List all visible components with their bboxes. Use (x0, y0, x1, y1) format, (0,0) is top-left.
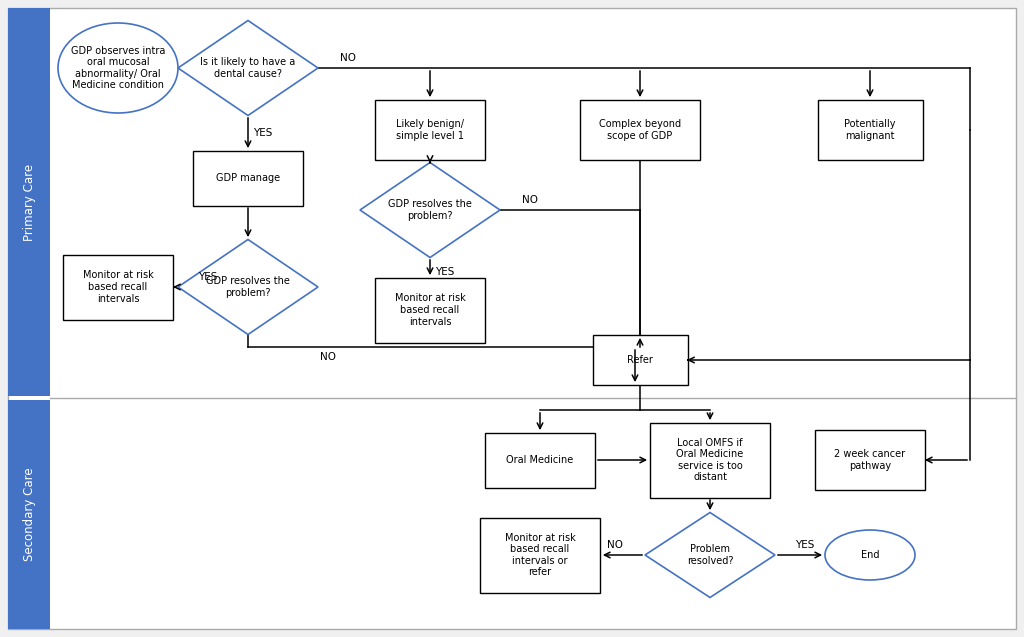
FancyBboxPatch shape (480, 517, 600, 592)
Polygon shape (178, 240, 318, 334)
Text: Monitor at risk
based recall
intervals or
refer: Monitor at risk based recall intervals o… (505, 533, 575, 577)
FancyBboxPatch shape (580, 100, 700, 160)
FancyBboxPatch shape (63, 255, 173, 320)
FancyBboxPatch shape (650, 422, 770, 497)
Text: Monitor at risk
based recall
intervals: Monitor at risk based recall intervals (394, 294, 465, 327)
Ellipse shape (58, 23, 178, 113)
Ellipse shape (825, 530, 915, 580)
FancyBboxPatch shape (8, 8, 50, 396)
FancyBboxPatch shape (8, 400, 50, 629)
Text: Likely benign/
simple level 1: Likely benign/ simple level 1 (396, 119, 464, 141)
FancyBboxPatch shape (375, 100, 485, 160)
Text: NO: NO (340, 53, 356, 63)
Text: Complex beyond
scope of GDP: Complex beyond scope of GDP (599, 119, 681, 141)
Text: 2 week cancer
pathway: 2 week cancer pathway (835, 449, 905, 471)
Text: Primary Care: Primary Care (23, 164, 36, 241)
Text: Potentially
malignant: Potentially malignant (844, 119, 896, 141)
FancyBboxPatch shape (817, 100, 923, 160)
Text: Monitor at risk
based recall
intervals: Monitor at risk based recall intervals (83, 270, 154, 304)
Polygon shape (645, 513, 775, 598)
Text: Problem
resolved?: Problem resolved? (687, 544, 733, 566)
FancyBboxPatch shape (593, 335, 687, 385)
Polygon shape (178, 20, 318, 115)
Text: NO: NO (607, 540, 623, 550)
Text: NO: NO (319, 352, 336, 362)
FancyBboxPatch shape (8, 8, 1016, 629)
Text: YES: YES (253, 128, 272, 138)
Text: YES: YES (199, 272, 218, 282)
Text: YES: YES (796, 540, 815, 550)
Text: YES: YES (435, 267, 455, 277)
FancyBboxPatch shape (485, 433, 595, 487)
Text: Local OMFS if
Oral Medicine
service is too
distant: Local OMFS if Oral Medicine service is t… (677, 438, 743, 482)
Text: End: End (861, 550, 880, 560)
FancyBboxPatch shape (375, 278, 485, 343)
Text: GDP observes intra
oral mucosal
abnormality/ Oral
Medicine condition: GDP observes intra oral mucosal abnormal… (71, 46, 165, 90)
Text: GDP manage: GDP manage (216, 173, 280, 183)
Polygon shape (360, 162, 500, 257)
Text: GDP resolves the
problem?: GDP resolves the problem? (388, 199, 472, 221)
Text: NO: NO (522, 195, 538, 205)
FancyBboxPatch shape (193, 150, 303, 206)
Text: GDP resolves the
problem?: GDP resolves the problem? (206, 276, 290, 298)
Text: Is it likely to have a
dental cause?: Is it likely to have a dental cause? (201, 57, 296, 79)
Text: Refer: Refer (627, 355, 653, 365)
Text: Secondary Care: Secondary Care (23, 467, 36, 561)
FancyBboxPatch shape (815, 430, 925, 490)
Text: Oral Medicine: Oral Medicine (507, 455, 573, 465)
